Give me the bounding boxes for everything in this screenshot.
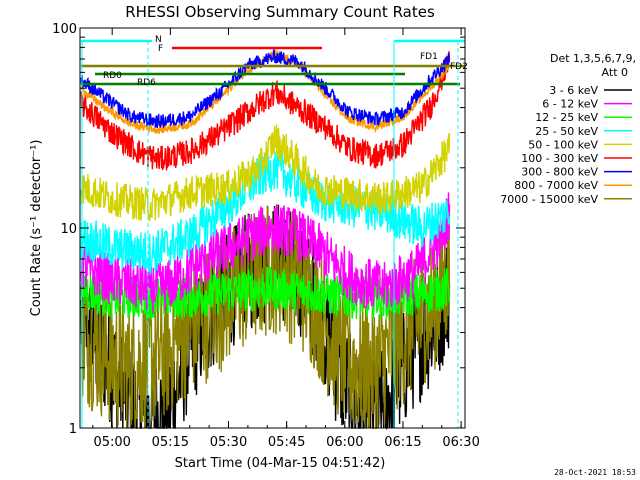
y-tick-label-0: 1: [69, 422, 77, 437]
legend-label-3: 25 - 50 keV: [535, 125, 598, 138]
footer-date: 28-Oct-2021 18:53: [554, 468, 636, 477]
series-line-8: [80, 204, 451, 429]
flag-label-f: F: [158, 44, 163, 54]
legend-label-0: 3 - 6 keV: [549, 84, 598, 97]
x-tick-label-0: 05:00: [93, 435, 130, 450]
x-axis-label: Start Time (04-Mar-15 04:51:42): [175, 456, 386, 471]
series-line-5: [80, 51, 451, 171]
x-tick-label-1: 05:15: [152, 435, 189, 450]
series-line-4: [80, 124, 451, 222]
plot-area: NF RD0 RD6 FD1 FD2: [80, 35, 468, 431]
legend-label-8: 7000 - 15000 keV: [500, 193, 598, 206]
flag-label-rd6: RD6: [137, 78, 156, 88]
legend-label-5: 100 - 300 keV: [521, 152, 598, 165]
x-tick-label-3: 05:45: [268, 435, 305, 450]
legend-label-1: 6 - 12 keV: [542, 98, 598, 111]
x-tick-label-4: 06:00: [326, 435, 363, 450]
legend-label-2: 12 - 25 keV: [535, 111, 598, 124]
flag-label-fd2: FD2: [450, 62, 468, 72]
x-axis: 05:00 05:15 05:30 05:45 06:00 06:15 06:30: [92, 28, 480, 450]
y-tick-label-2: 100: [52, 22, 77, 37]
legend-label-4: 50 - 100 keV: [528, 138, 598, 151]
y-axis: 1 10 100: [52, 22, 465, 437]
chart-title: RHESSI Observing Summary Count Rates: [125, 3, 435, 21]
x-tick-label-2: 05:30: [210, 435, 247, 450]
y-axis-label: Count Rate (s⁻¹ detector⁻¹): [29, 140, 44, 317]
legend-label-7: 800 - 7000 keV: [514, 179, 598, 192]
flag-label-fd1: FD1: [420, 52, 438, 62]
x-tick-label-6: 06:30: [442, 435, 479, 450]
legend-header-line-2: Att 0: [602, 66, 628, 79]
series-line-6: [80, 49, 451, 129]
flag-label-rd0: RD0: [103, 71, 122, 81]
y-tick-label-1: 10: [60, 222, 77, 237]
legend-header-line-1: Det 1,3,5,6,7,9,: [550, 52, 636, 65]
legend-label-6: 300 - 800 keV: [521, 166, 598, 179]
series-line-3: [80, 147, 451, 275]
x-tick-label-5: 06:15: [384, 435, 421, 450]
flag-label-n: N: [155, 35, 162, 45]
